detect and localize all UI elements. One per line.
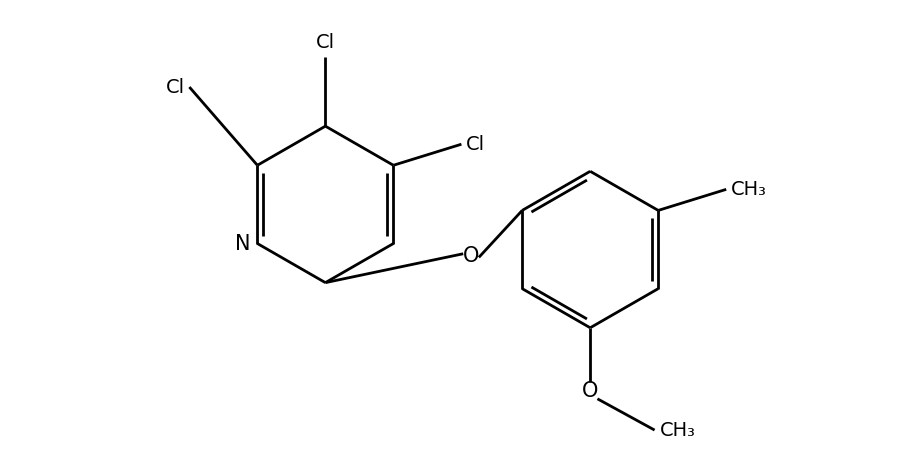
Text: Cl: Cl <box>466 135 486 154</box>
Text: N: N <box>235 234 251 254</box>
Text: O: O <box>463 246 479 266</box>
Text: O: O <box>582 381 599 401</box>
Text: CH₃: CH₃ <box>659 420 695 439</box>
Text: CH₃: CH₃ <box>731 180 767 199</box>
Text: Cl: Cl <box>316 33 335 52</box>
Text: Cl: Cl <box>165 77 185 96</box>
